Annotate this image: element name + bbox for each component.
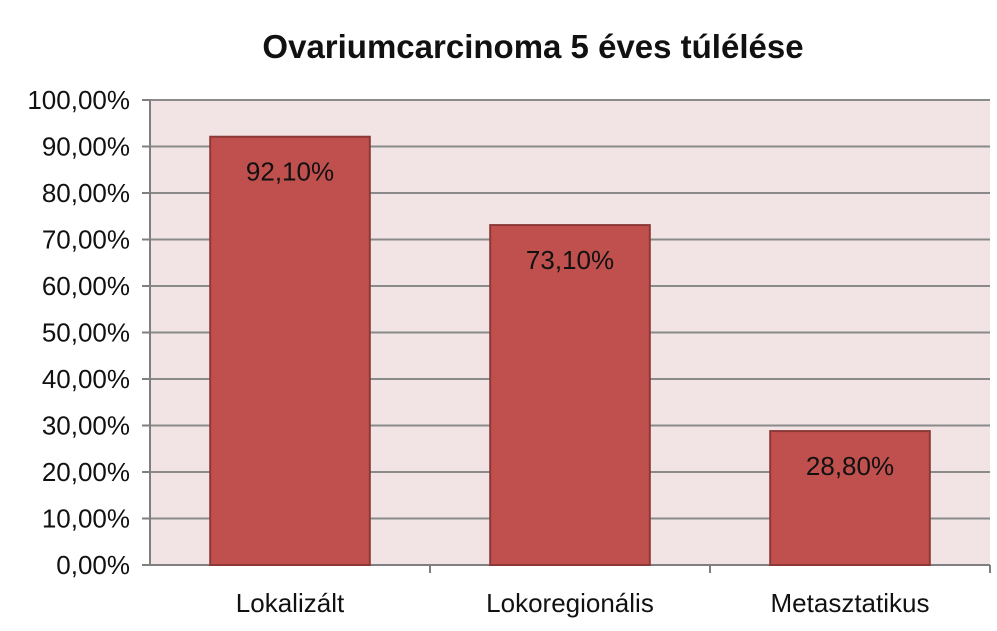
x-category-label: Metasztatikus (771, 588, 930, 618)
bar (210, 137, 370, 565)
bar (490, 225, 650, 565)
bar-data-label: 73,10% (526, 245, 614, 275)
x-category-label: Lokoregionális (486, 588, 654, 618)
y-tick-label: 10,00% (42, 504, 130, 534)
y-tick-label: 80,00% (42, 178, 130, 208)
y-tick-label: 100,00% (27, 85, 130, 115)
y-tick-label: 60,00% (42, 271, 130, 301)
y-tick-label: 50,00% (42, 318, 130, 348)
y-tick-label: 70,00% (42, 225, 130, 255)
y-tick-label: 20,00% (42, 457, 130, 487)
x-category-label: Lokalizált (236, 588, 345, 618)
chart-title: Ovariumcarcinoma 5 éves túlélése (262, 28, 803, 65)
y-tick-label: 40,00% (42, 364, 130, 394)
y-tick-label: 30,00% (42, 411, 130, 441)
y-tick-label: 0,00% (56, 550, 130, 580)
y-tick-label: 90,00% (42, 132, 130, 162)
bar-data-label: 92,10% (246, 157, 334, 187)
bar-data-label: 28,80% (806, 451, 894, 481)
